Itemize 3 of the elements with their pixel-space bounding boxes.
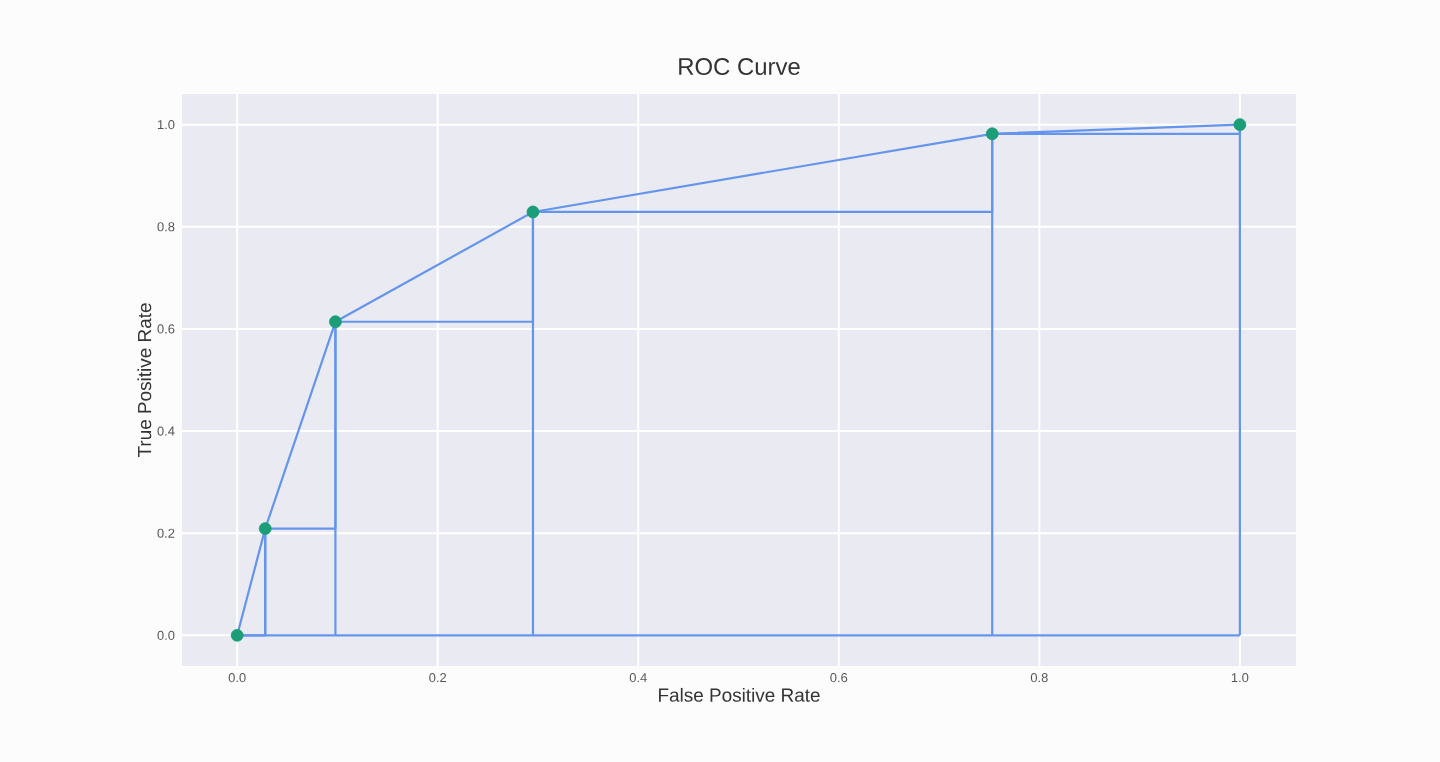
x-axis-title: False Positive Rate [659, 687, 820, 702]
chart-title: ROC Curve [679, 58, 800, 75]
y-axis-title: True Positive Rate [137, 303, 152, 458]
